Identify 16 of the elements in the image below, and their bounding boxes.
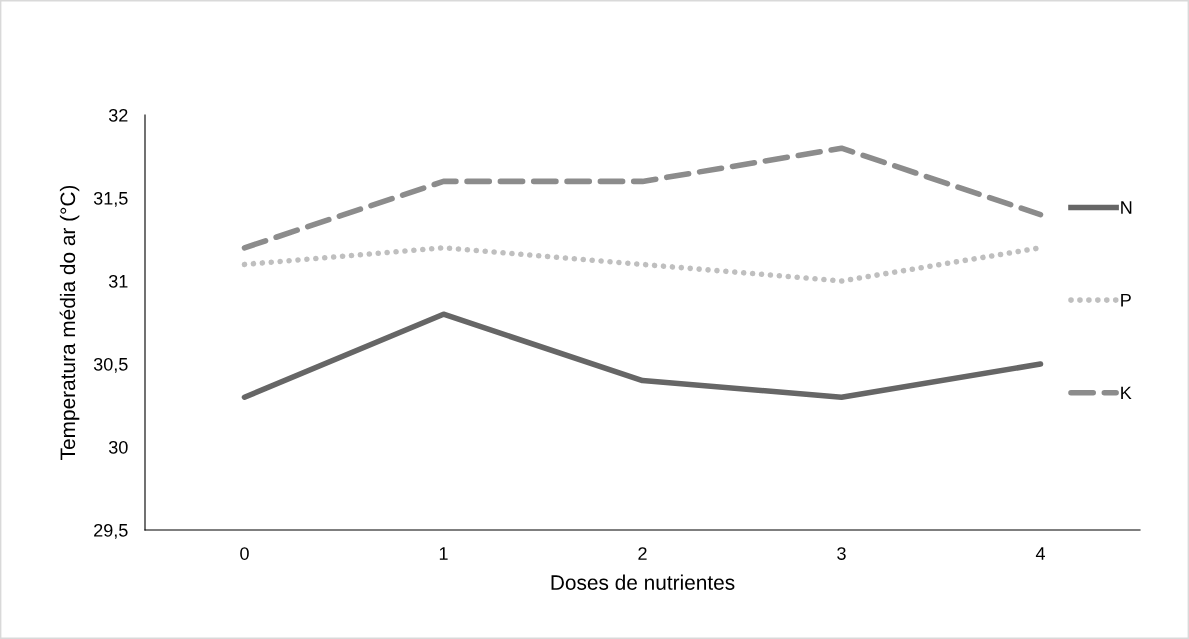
y-tick-label: 30,5 — [93, 357, 128, 373]
legend-label: K — [1121, 386, 1132, 400]
x-axis-title: Doses de nutrientes — [551, 574, 735, 590]
y-tick-label: 32 — [108, 108, 128, 122]
y-tick-label: 30 — [108, 440, 128, 454]
y-tick-label: 29,5 — [94, 523, 128, 539]
x-tick-label: 3 — [837, 547, 846, 560]
y-axis-title: Temperatura média do ar (°C) — [59, 185, 80, 460]
x-tick-label: 4 — [1035, 547, 1045, 560]
y-tick-label: 31,5 — [93, 191, 128, 207]
legend-label: P — [1121, 294, 1131, 307]
x-tick-label: 1 — [439, 547, 448, 560]
y-tick-label: 31 — [108, 274, 128, 288]
legend-label: N — [1121, 201, 1132, 214]
x-tick-label: 0 — [240, 547, 249, 560]
x-tick-label: 2 — [638, 547, 647, 560]
